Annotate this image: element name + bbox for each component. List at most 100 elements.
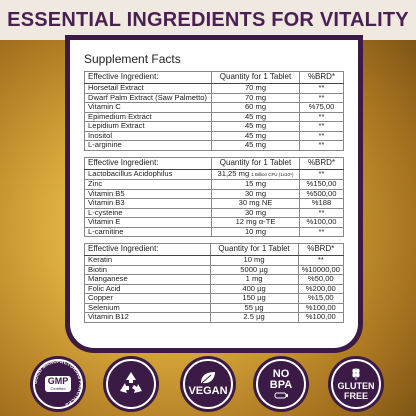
ingredient-name: L-carnitine [84,226,212,237]
no-bpa-line2: BPA [269,379,293,391]
quantity-value: 10 mg [243,255,265,264]
quantity-value: 30 mg NE [238,198,273,207]
quantity-value: 10 mg [244,226,267,236]
table-row: Keratin 10 mg ** [84,255,345,266]
supplement-facts-panel: Supplement Facts Effective Ingredient: Qu… [70,40,358,348]
table-row: L-carnitine 10 mg ** [84,226,344,237]
ingredient-brd: %100,00 [299,217,344,228]
ingredient-name: Horsetail Extract [84,83,212,94]
column-header-quantity: Quantity for 1 Tablet [211,71,300,84]
gmp-sub-label: Certified [50,386,66,391]
quantity-value: 45 mg [244,121,267,130]
table-row: Lepidium Extract 45 mg ** [84,121,344,132]
column-header-ingredient: Effective Ingredient: [84,71,212,84]
vegan-label: VEGAN [188,385,228,397]
table-row: Manganese 1 mg %50,00 [84,274,345,285]
ingredient-name: Keratin [84,255,211,266]
ingredient-brd: %150,00 [299,179,344,190]
quantity-value: 15 mg [244,179,267,188]
wheat-icon [352,368,360,380]
column-header-brd: %BRD* [299,156,344,170]
table-row: Dwarf Palm Extract (Saw Palmetto) 70 mg ** [84,92,344,103]
quantity-value: 55 µg [244,302,264,312]
ingredient-name: Copper [84,293,211,304]
ingredient-quantity: 10 mg [211,226,300,237]
quantity-value: 70 mg [244,92,267,102]
table-row: Vitamin B3 30 mg NE %188 [84,198,344,209]
ingredient-brd: %100,00 [297,312,345,323]
quantity-value: 60 mg [244,102,267,111]
supplement-tables: Effective Ingredient: Quantity for 1 Tabl… [84,71,345,323]
page-title: ESSENTIAL INGREDIENTS FOR VITALITY [7,8,409,31]
ingredient-name: L-arginine [84,140,212,151]
ingredient-quantity: 31,25 mg 1 Billion CFU (1x10⁹) [211,168,300,180]
ingredient-brd: ** [299,121,344,132]
quantity-value: 400 µg [242,283,266,293]
ingredient-brd: %15,00 [297,293,345,304]
ingredient-quantity: 2.5 µg [209,312,299,323]
ingredient-brd: ** [299,168,344,180]
recycle-badge [103,356,159,412]
ingredient-brd: %50,00 [297,274,345,285]
ingredient-name: Zinc [84,179,212,190]
column-header-brd: %BRD* [297,243,345,256]
gluten-free-badge: GLUTEN FREE [328,356,384,412]
no-bpa-line1: NO [272,368,290,380]
quantity-value: 45 mg [244,111,267,121]
no-bpa-badge: NO BPA [253,356,309,412]
supplement-table: Effective Ingredient: Quantity for 1 Tabl… [84,156,344,237]
quantity-value: 30 mg [244,207,267,217]
ingredient-brd: ** [299,226,344,237]
table-header-row: Effective Ingredient: Quantity for 1 Tabl… [84,71,344,84]
page-header: ESSENTIAL INGREDIENTS FOR VITALITY [0,0,416,40]
ingredient-quantity: 45 mg [211,140,300,151]
gmp-badge: GOOD MANUFACTURING PRACTICES GMP Certifi… [30,356,86,412]
gmp-label: GMP [47,376,69,386]
ingredient-name: Vitamin E [84,217,212,228]
quantity-value: 2.5 µg [243,312,265,321]
ingredient-name: Manganese [84,274,211,285]
gluten-line1: GLUTEN [337,381,375,391]
recycle-icon [120,372,142,393]
table-row: Lactobacillus Acidophilus 31,25 mg 1 Bill… [84,168,344,180]
column-header-ingredient: Effective Ingredient: [84,156,212,170]
table-row: Inositol 45 mg ** [84,130,344,141]
leaf-icon [201,372,215,384]
table-row: Folic Acid 400 µg %200,00 [84,283,345,294]
ingredient-name: Vitamin B12 [84,312,211,323]
quantity-note: 1 Billion CFU (1x10⁹) [251,171,294,177]
quantity-value: 45 mg [244,130,267,140]
table-header-row: Effective Ingredient: Quantity for 1 Tabl… [84,156,344,170]
supplement-table: Effective Ingredient: Quantity for 1 Tabl… [84,71,344,151]
ingredient-name: Lepidium Extract [84,121,212,132]
supplement-table: Effective Ingredient: Quantity for 1 Tabl… [84,243,345,323]
table-row: Vitamin C 60 mg %75,00 [84,102,344,113]
table-row: L-cysteine 30 mg ** [84,207,344,218]
table-row: Horsetail Extract 70 mg ** [84,83,344,94]
bottle-icon [274,392,288,399]
table-row: Vitamin B12 2.5 µg %100,00 [84,312,345,323]
quantity-value: 5000 µg [240,264,268,274]
table-row: L-arginine 45 mg ** [84,140,344,151]
ingredient-name: Vitamin B3 [84,198,212,209]
ingredient-brd: ** [297,255,345,266]
quantity-value: 150 µg [242,293,266,302]
panel-title: Supplement Facts [84,52,181,66]
quantity-value: 31,25 mg [217,168,250,178]
quantity-value: 30 mg [244,188,267,198]
gluten-line2: FREE [343,391,368,401]
ingredient-brd: %75,00 [299,102,344,113]
ingredient-brd: ** [299,83,344,94]
ingredient-brd: %188 [299,198,344,209]
ingredient-brd: ** [299,140,344,151]
table-row: Vitamin E 12 mg α-TE %100,00 [84,217,344,228]
certification-badges: GOOD MANUFACTURING PRACTICES GMP Certifi… [0,348,416,416]
column-header-brd: %BRD* [299,71,344,84]
column-header-ingredient: Effective Ingredient: [84,243,211,256]
quantity-value: 12 mg α-TE [235,217,276,226]
quantity-value: 1 mg [245,274,263,283]
table-row: Copper 150 µg %15,00 [84,293,345,304]
table-row: Zinc 15 mg %150,00 [84,179,344,190]
column-header-quantity: Quantity for 1 Tablet [209,243,299,256]
ingredient-name: Vitamin C [84,102,212,113]
